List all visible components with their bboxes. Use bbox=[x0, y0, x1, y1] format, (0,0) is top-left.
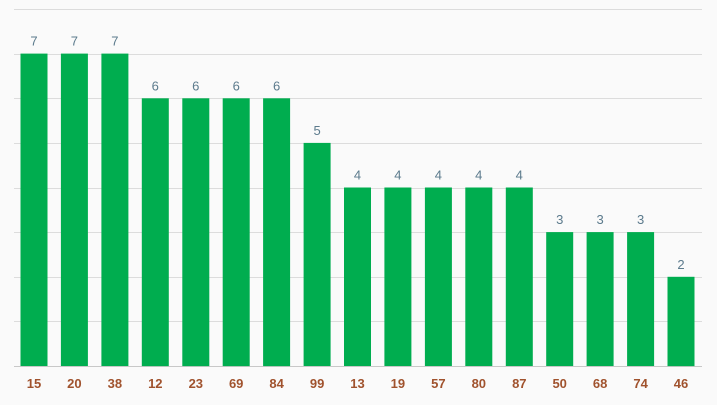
value-label: 3 bbox=[637, 212, 644, 227]
bar-46 bbox=[667, 276, 695, 367]
bar-80 bbox=[465, 187, 493, 366]
x-tick-label: 46 bbox=[674, 376, 688, 391]
value-label: 6 bbox=[192, 78, 199, 93]
bar-38 bbox=[101, 53, 129, 366]
bar-15 bbox=[20, 53, 48, 366]
value-label: 4 bbox=[354, 168, 361, 183]
x-tick-label: 38 bbox=[108, 376, 122, 391]
x-tick-label: 50 bbox=[552, 376, 566, 391]
bar-12 bbox=[141, 98, 169, 367]
value-label: 4 bbox=[475, 168, 482, 183]
x-tick-label: 74 bbox=[633, 376, 648, 391]
x-tick-label: 99 bbox=[310, 376, 324, 391]
bar-99 bbox=[303, 142, 331, 366]
value-label: 6 bbox=[273, 78, 280, 93]
x-tick-label: 69 bbox=[229, 376, 243, 391]
x-tick-label: 57 bbox=[431, 376, 445, 391]
value-labels: 7 7 7 6 6 6 6 5 4 4 4 4 4 3 3 3 2 bbox=[30, 34, 684, 272]
value-label: 4 bbox=[394, 168, 401, 183]
value-label: 3 bbox=[596, 212, 603, 227]
bar-84 bbox=[263, 98, 291, 367]
value-label: 7 bbox=[71, 34, 78, 49]
bar-87 bbox=[505, 187, 533, 366]
x-tick-label: 87 bbox=[512, 376, 526, 391]
x-tick-label: 23 bbox=[189, 376, 203, 391]
value-label: 6 bbox=[233, 78, 240, 93]
x-tick-label: 12 bbox=[148, 376, 162, 391]
value-label: 2 bbox=[677, 257, 684, 272]
x-tick-label: 80 bbox=[472, 376, 486, 391]
value-label: 6 bbox=[152, 78, 159, 93]
x-tick-label: 19 bbox=[391, 376, 405, 391]
value-label: 4 bbox=[435, 168, 442, 183]
x-tick-label: 13 bbox=[350, 376, 364, 391]
bar-20 bbox=[60, 53, 88, 366]
bars bbox=[20, 53, 695, 367]
bar-69 bbox=[222, 98, 250, 367]
bar-74 bbox=[627, 232, 655, 366]
bar-68 bbox=[586, 232, 614, 366]
value-label: 7 bbox=[111, 34, 118, 49]
bar-19 bbox=[384, 187, 412, 366]
value-label: 5 bbox=[313, 123, 320, 138]
value-label: 3 bbox=[556, 212, 563, 227]
x-tick-label: 68 bbox=[593, 376, 607, 391]
bar-23 bbox=[182, 98, 210, 367]
x-axis-labels: 15 20 38 12 23 69 84 99 13 19 57 80 87 50 68 74 46 bbox=[27, 376, 688, 391]
bar-13 bbox=[344, 187, 371, 366]
x-tick-label: 15 bbox=[27, 376, 41, 391]
x-tick-label: 84 bbox=[269, 376, 284, 391]
bar-50 bbox=[546, 232, 574, 366]
value-label: 4 bbox=[516, 168, 523, 183]
value-label: 7 bbox=[30, 34, 37, 49]
bar-57 bbox=[424, 187, 452, 366]
x-tick-label: 20 bbox=[67, 376, 81, 391]
